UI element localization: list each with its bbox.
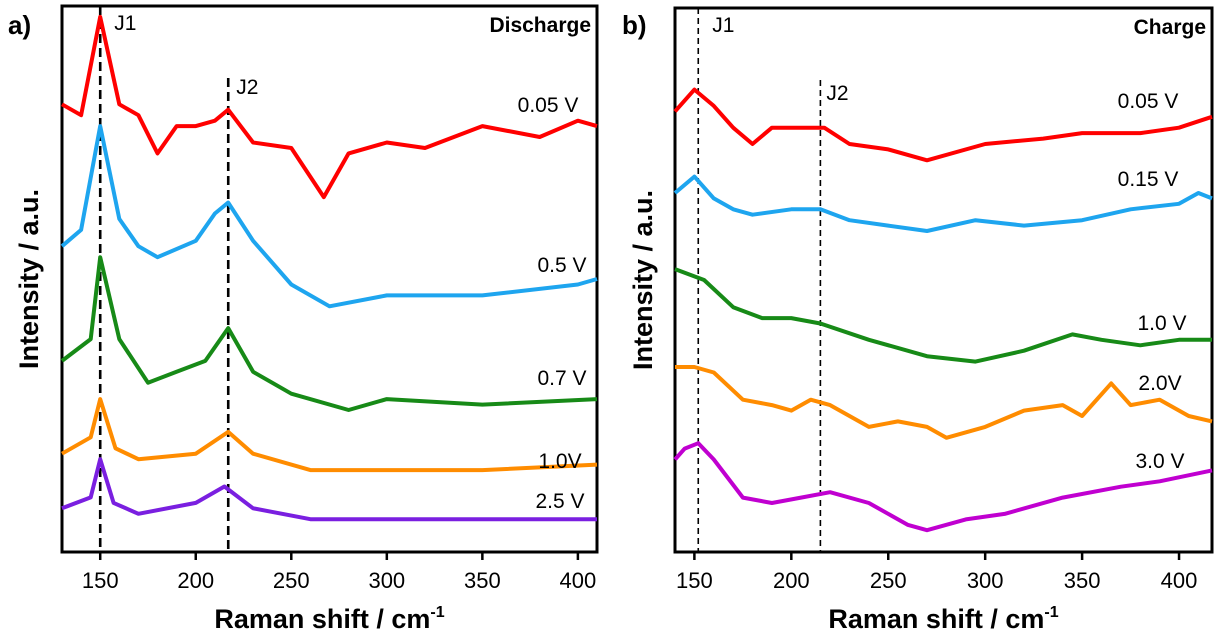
panel-label: a)	[8, 10, 31, 40]
x-axis-label-superscript: -1	[1044, 604, 1058, 621]
series-label: 0.5 V	[537, 254, 586, 277]
series-label: 3.0 V	[1135, 450, 1184, 473]
series-label: 0.7 V	[537, 367, 586, 390]
x-tick-label: 250	[870, 568, 907, 593]
x-axis-label: Raman shift / cm-1	[214, 604, 444, 634]
plot-frame	[673, 6, 1214, 554]
series-line-2.5v	[61, 457, 597, 522]
x-tick-label: 300	[967, 568, 1004, 593]
series-line-0.5v	[60, 124, 598, 309]
panel-b: J1 J2 0.05 V 0.15 V 1.0 V 2.0V 3.0 V 150 200 250 3…	[622, 6, 1214, 634]
panel-title: Discharge	[489, 14, 591, 37]
x-tick-label: 350	[1064, 568, 1101, 593]
x-tick-label: 250	[273, 568, 310, 593]
x-axis-label-superscript: -1	[430, 604, 444, 621]
series-line-1.0v	[61, 397, 598, 473]
x-tick-label: 400	[560, 568, 597, 593]
reference-label-j2: J2	[826, 82, 848, 105]
series-label: 0.15 V	[1118, 168, 1179, 191]
x-tick-label: 200	[177, 568, 214, 593]
x-tick-label: 350	[464, 568, 501, 593]
series-line-1.0v	[674, 267, 1212, 364]
reference-label-j2: J2	[236, 76, 258, 99]
series-line-0.15v	[673, 174, 1213, 233]
series-label: 2.0V	[1138, 372, 1181, 395]
x-tick-label: 400	[1161, 568, 1198, 593]
series-line-0.7v	[60, 255, 598, 412]
reference-label-j1: J1	[114, 12, 136, 35]
x-tick-label: 150	[676, 568, 713, 593]
panel-label: b)	[622, 10, 647, 40]
x-tick-label: 300	[368, 568, 405, 593]
y-axis-label: Intensity / a.u.	[14, 189, 44, 369]
panel-a: J1 J2 0.05 V 0.5 V 0.7 V 1.0V 2.5 V 150 200 250 30…	[8, 4, 599, 634]
series-line-0.05v	[673, 87, 1213, 163]
series-label: 1.0 V	[1137, 312, 1186, 335]
series-label: 1.0V	[538, 450, 581, 473]
reference-label-j1: J1	[712, 14, 734, 37]
series-line-3.0v	[673, 441, 1213, 533]
series-label: 0.05 V	[518, 94, 579, 117]
series-line-0.05v	[61, 14, 598, 200]
x-tick-label: 150	[82, 568, 119, 593]
series-label: 0.05 V	[1118, 90, 1179, 113]
series-label: 2.5 V	[535, 490, 584, 513]
x-tick-label: 200	[773, 568, 810, 593]
x-axis-label: Raman shift / cm-1	[828, 604, 1058, 634]
series-line-2.0v	[675, 365, 1213, 440]
y-axis-label: Intensity / a.u.	[628, 190, 658, 370]
panel-title: Charge	[1134, 16, 1206, 39]
